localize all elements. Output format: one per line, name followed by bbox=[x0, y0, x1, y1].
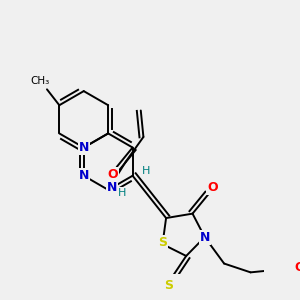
Text: H: H bbox=[118, 188, 127, 198]
Text: CH₃: CH₃ bbox=[30, 76, 50, 85]
Text: N: N bbox=[200, 231, 210, 244]
Text: N: N bbox=[79, 169, 89, 182]
Text: O: O bbox=[295, 262, 300, 275]
Text: N: N bbox=[106, 181, 117, 194]
Text: S: S bbox=[158, 236, 167, 249]
Text: O: O bbox=[107, 168, 118, 182]
Text: N: N bbox=[79, 141, 89, 154]
Text: O: O bbox=[208, 181, 218, 194]
Text: H: H bbox=[142, 166, 150, 176]
Text: S: S bbox=[164, 279, 173, 292]
